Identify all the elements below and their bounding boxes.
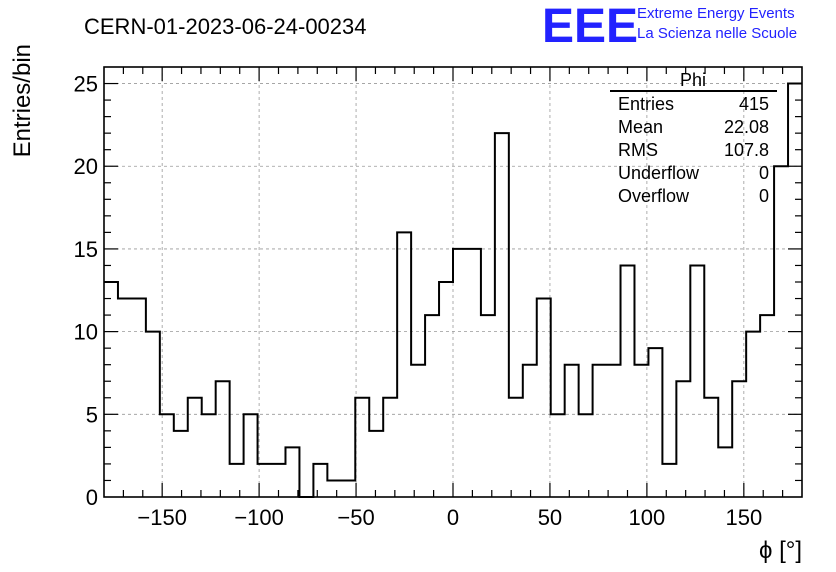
stats-row-value: 415 — [739, 94, 769, 114]
eee-logo-mark: EEE — [542, 0, 638, 53]
x-axis-ticks: −150 −100 −50 0 50 100 150 — [137, 505, 762, 530]
stats-row-label: Entries — [618, 94, 674, 114]
y-tick-label: 5 — [86, 402, 98, 427]
x-tick-label: 150 — [725, 505, 762, 530]
y-tick-label: 20 — [74, 154, 98, 179]
y-tick-label: 15 — [74, 237, 98, 262]
x-tick-label: 100 — [629, 505, 666, 530]
stats-row-value: 22.08 — [724, 117, 769, 137]
logo-line-1: Extreme Energy Events — [637, 5, 795, 22]
logo-line-2: La Scienza nelle Scuole — [637, 25, 797, 42]
x-axis-label: ϕ [°] — [759, 537, 802, 564]
minor-ticks — [104, 67, 802, 497]
y-axis-ticks: 0 5 10 15 20 25 — [74, 72, 98, 510]
x-tick-label: −150 — [137, 505, 187, 530]
stats-row-label: Underflow — [618, 163, 700, 183]
y-tick-label: 25 — [74, 72, 98, 97]
stats-row-label: Mean — [618, 117, 663, 137]
stats-title: Phi — [680, 70, 706, 90]
stats-row-label: Overflow — [618, 186, 690, 206]
stats-row-value: 107.8 — [724, 140, 769, 160]
run-title: CERN-01-2023-06-24-00234 — [84, 14, 367, 39]
x-tick-label: −100 — [234, 505, 284, 530]
x-tick-label: 50 — [538, 505, 562, 530]
x-tick-label: 0 — [447, 505, 459, 530]
eee-logo: EEE Extreme Energy Events La Scienza nel… — [542, 0, 797, 53]
y-tick-label: 10 — [74, 320, 98, 345]
y-tick-label: 0 — [86, 485, 98, 510]
plot-frame — [103, 66, 803, 498]
y-axis-label: Entries/bin — [9, 44, 36, 157]
stats-row-label: RMS — [618, 140, 658, 160]
stats-box: Phi Entries 415 Mean 22.08 RMS 107.8 Underflow… — [610, 70, 777, 206]
stats-rows: Entries 415 Mean 22.08 RMS 107.8 Underflow 0 Ove… — [618, 94, 769, 206]
stats-row-value: 0 — [759, 163, 769, 183]
x-tick-label: −50 — [337, 505, 374, 530]
histogram-line — [104, 82, 802, 498]
stats-row-value: 0 — [759, 186, 769, 206]
